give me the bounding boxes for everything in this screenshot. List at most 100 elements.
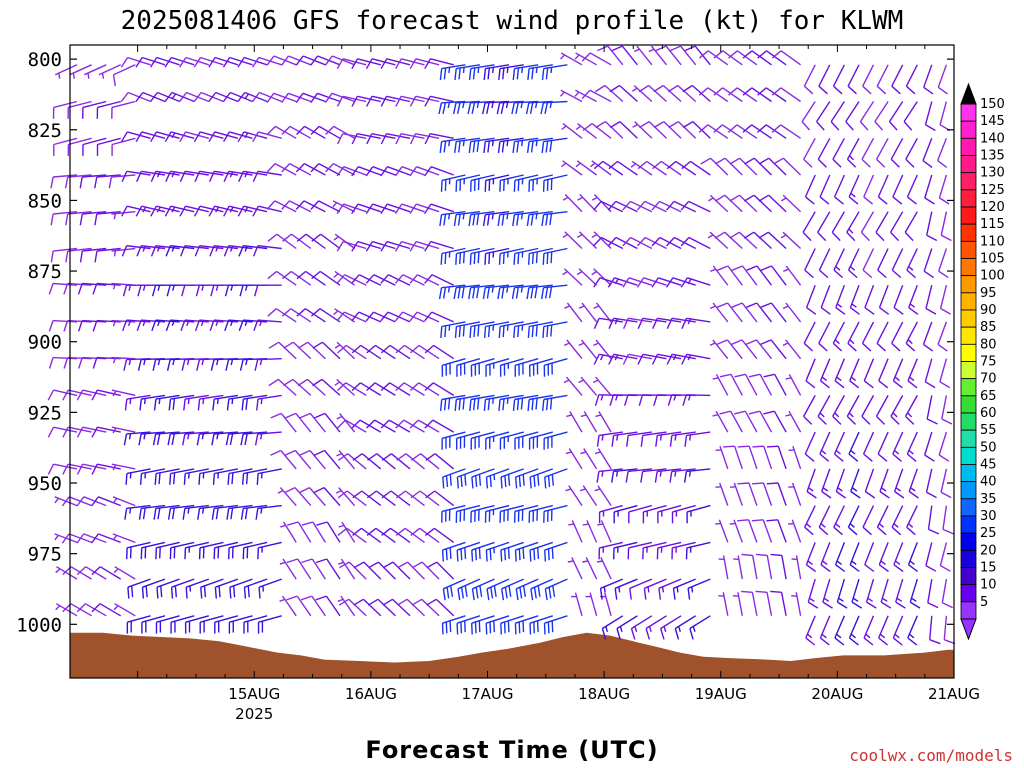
wind-barb: [254, 358, 282, 371]
wind-barb: [846, 137, 860, 168]
barb-staff: [82, 100, 107, 109]
wind-barb: [741, 553, 758, 580]
wind-barb: [628, 504, 653, 524]
barb-staff: [861, 395, 875, 417]
wind-barb: [139, 394, 166, 411]
barb-staff: [767, 231, 787, 250]
barb-flag: [468, 287, 472, 300]
barb-flag: [229, 433, 234, 446]
barb-flag: [537, 585, 541, 597]
wind-barb: [597, 45, 624, 66]
barb-flag: [153, 399, 157, 411]
barb-half-flag: [506, 140, 509, 147]
wind-barb: [698, 87, 729, 103]
barb-staff: [346, 490, 367, 507]
barb-flag: [453, 287, 457, 300]
wind-barb: [164, 205, 195, 217]
barb-flag: [803, 85, 814, 95]
barb-flag: [336, 95, 344, 107]
barb-flag: [447, 398, 451, 410]
wind-barb: [578, 339, 598, 360]
barb-flag: [397, 561, 408, 569]
wind-barb: [267, 233, 297, 250]
barb-flag: [365, 58, 373, 70]
barb-staff: [904, 211, 918, 233]
barb-flag: [683, 471, 688, 483]
barb-flag: [123, 433, 128, 446]
barb-staff: [848, 174, 860, 198]
barb-flag: [152, 359, 157, 371]
barb-flag: [64, 176, 69, 189]
wind-barb: [485, 615, 510, 635]
wind-barb: [48, 282, 78, 295]
barb-flag: [240, 433, 244, 446]
barb-flag: [314, 412, 326, 419]
barb-flag: [62, 389, 69, 401]
barb-half-flag: [576, 271, 583, 276]
wind-barb: [454, 321, 481, 338]
wind-barb: [121, 205, 151, 217]
barb-half-flag: [908, 449, 914, 455]
barb-half-flag: [230, 359, 234, 366]
wind-barb: [637, 317, 667, 329]
barb-flag: [127, 587, 130, 599]
barb-flag: [684, 435, 688, 447]
barb-flag: [514, 623, 517, 635]
wind-barb: [579, 485, 598, 506]
barb-flag: [729, 231, 740, 239]
wind-barb: [926, 211, 938, 242]
wind-barb: [817, 395, 831, 425]
barb-flag: [394, 274, 404, 284]
wind-barb: [91, 566, 122, 580]
barb-staff: [374, 419, 396, 433]
wind-barb: [804, 431, 816, 462]
barb-flag: [500, 623, 502, 635]
barb-flag: [520, 398, 524, 410]
barb-staff: [529, 468, 554, 478]
barb-staff: [276, 233, 297, 250]
wind-barb: [513, 174, 539, 192]
barb-staff: [292, 378, 312, 396]
barb-flag: [513, 180, 516, 192]
wind-barb: [648, 45, 668, 66]
barb-staff: [303, 162, 326, 176]
wind-barb: [441, 504, 466, 523]
barb-flag: [409, 95, 417, 107]
barb-flag: [891, 85, 901, 95]
barb-staff: [756, 265, 773, 286]
barb-flag: [239, 359, 244, 371]
barb-flag: [805, 380, 816, 389]
wind-barb: [135, 131, 166, 143]
wind-barb: [82, 137, 107, 156]
colorbar-segment: [960, 601, 977, 620]
barb-flag: [892, 453, 902, 462]
barb-half-flag: [851, 303, 857, 308]
barb-flag: [462, 398, 465, 410]
barb-flag: [717, 265, 729, 271]
barb-flag: [121, 171, 128, 182]
barb-flag: [180, 245, 186, 257]
barb-flag: [252, 57, 260, 68]
barb-half-flag: [712, 414, 719, 417]
wind-barb: [63, 356, 92, 369]
barb-flag: [441, 623, 444, 635]
wind-barb: [922, 138, 933, 168]
barb-staff: [643, 541, 667, 549]
wind-barb: [527, 394, 553, 411]
wind-barb: [498, 321, 524, 338]
barb-staff: [442, 431, 466, 439]
barb-staff: [722, 50, 743, 66]
barb-flag: [120, 57, 129, 68]
barb-half-flag: [259, 359, 263, 366]
wind-barb: [632, 121, 653, 139]
wind-barb: [313, 449, 341, 470]
wind-barb: [514, 504, 539, 523]
wind-barb: [351, 419, 382, 433]
barb-half-flag: [491, 102, 494, 109]
barb-flag: [507, 547, 510, 559]
barb-flag: [62, 426, 69, 438]
wind-barb: [380, 344, 411, 360]
barb-staff: [486, 468, 510, 478]
barb-staff: [942, 505, 948, 530]
barb-flag: [638, 84, 650, 93]
